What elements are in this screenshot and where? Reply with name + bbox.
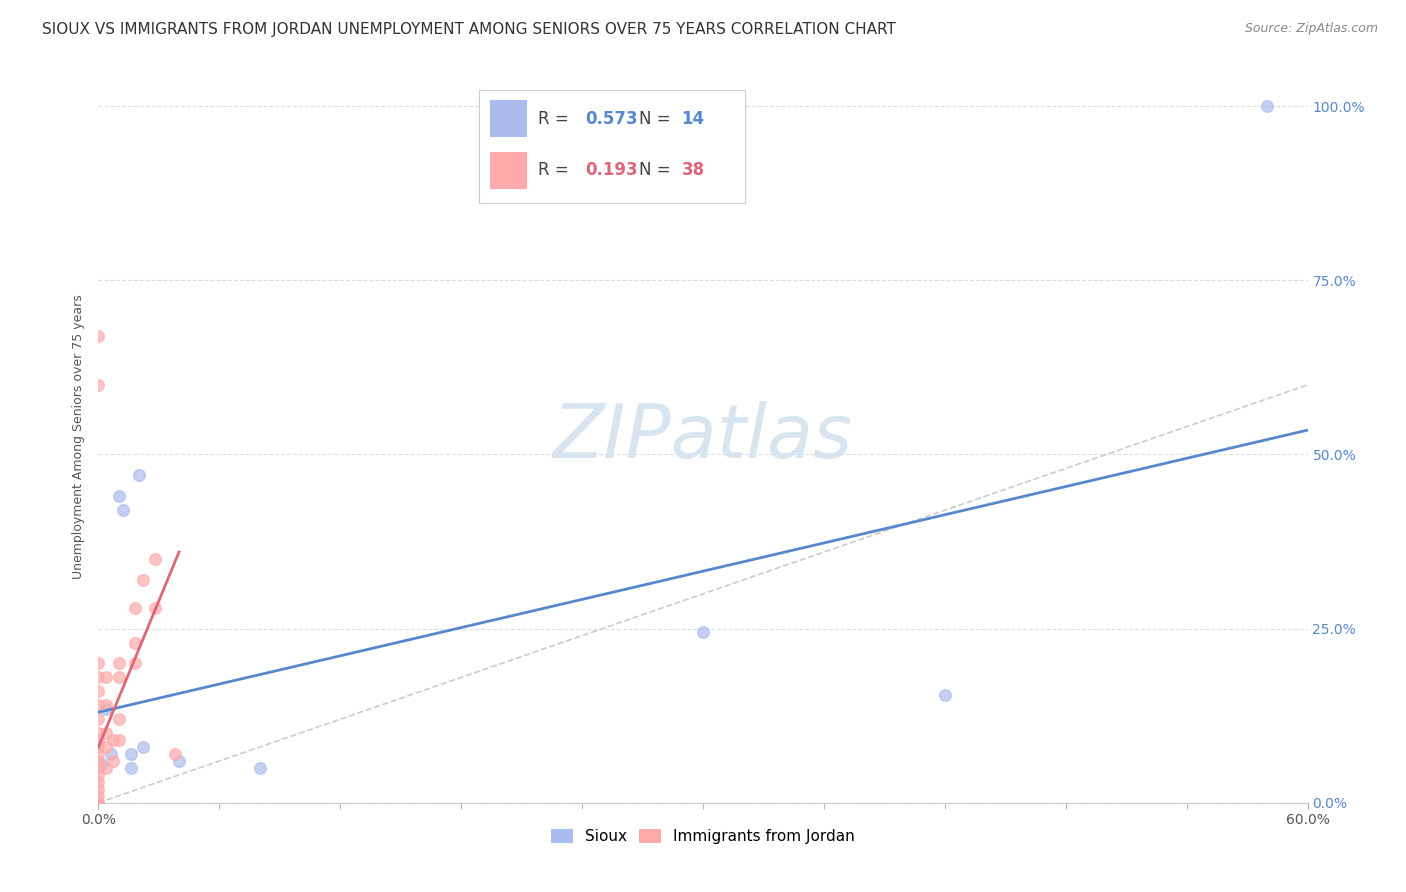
Point <box>143 552 166 566</box>
Point <box>96 670 118 684</box>
Point <box>87 761 110 775</box>
Point <box>111 503 134 517</box>
Point <box>107 489 129 503</box>
Point <box>87 377 110 392</box>
Point <box>87 781 110 796</box>
Point <box>87 789 110 803</box>
Text: ZIPatlas: ZIPatlas <box>553 401 853 473</box>
Point <box>107 657 129 671</box>
Point <box>96 702 118 716</box>
Point <box>107 670 129 684</box>
Point <box>87 733 110 747</box>
Point <box>1256 99 1278 113</box>
Point <box>128 468 150 483</box>
Point <box>87 796 110 810</box>
Point <box>100 747 122 761</box>
Point <box>91 757 114 772</box>
Point <box>124 600 146 615</box>
Point <box>87 712 110 726</box>
Point <box>163 747 186 761</box>
Point <box>87 754 110 768</box>
Point <box>120 747 142 761</box>
Point <box>132 740 155 755</box>
Point <box>120 761 142 775</box>
Point <box>249 761 271 775</box>
Point <box>96 740 118 755</box>
Point <box>143 600 166 615</box>
Point <box>101 754 124 768</box>
Point <box>96 698 118 713</box>
Legend: Sioux, Immigrants from Jordan: Sioux, Immigrants from Jordan <box>546 822 860 850</box>
Point <box>96 726 118 740</box>
Point <box>87 796 110 810</box>
Point <box>87 670 110 684</box>
Point <box>107 733 129 747</box>
Point <box>87 657 110 671</box>
Point <box>167 754 190 768</box>
Point <box>934 688 956 702</box>
Text: Source: ZipAtlas.com: Source: ZipAtlas.com <box>1244 22 1378 36</box>
Point <box>124 657 146 671</box>
Point <box>87 684 110 698</box>
Point <box>132 573 155 587</box>
Point <box>124 635 146 649</box>
Point <box>96 761 118 775</box>
Point <box>87 740 110 755</box>
Point <box>87 329 110 343</box>
Point <box>87 726 110 740</box>
Point <box>87 775 110 789</box>
Text: SIOUX VS IMMIGRANTS FROM JORDAN UNEMPLOYMENT AMONG SENIORS OVER 75 YEARS CORRELA: SIOUX VS IMMIGRANTS FROM JORDAN UNEMPLOY… <box>42 22 896 37</box>
Point <box>87 747 110 761</box>
Y-axis label: Unemployment Among Seniors over 75 years: Unemployment Among Seniors over 75 years <box>72 294 86 580</box>
Point <box>87 698 110 713</box>
Point <box>692 625 714 640</box>
Point <box>107 712 129 726</box>
Point <box>87 796 110 810</box>
Point <box>101 733 124 747</box>
Point <box>87 768 110 782</box>
